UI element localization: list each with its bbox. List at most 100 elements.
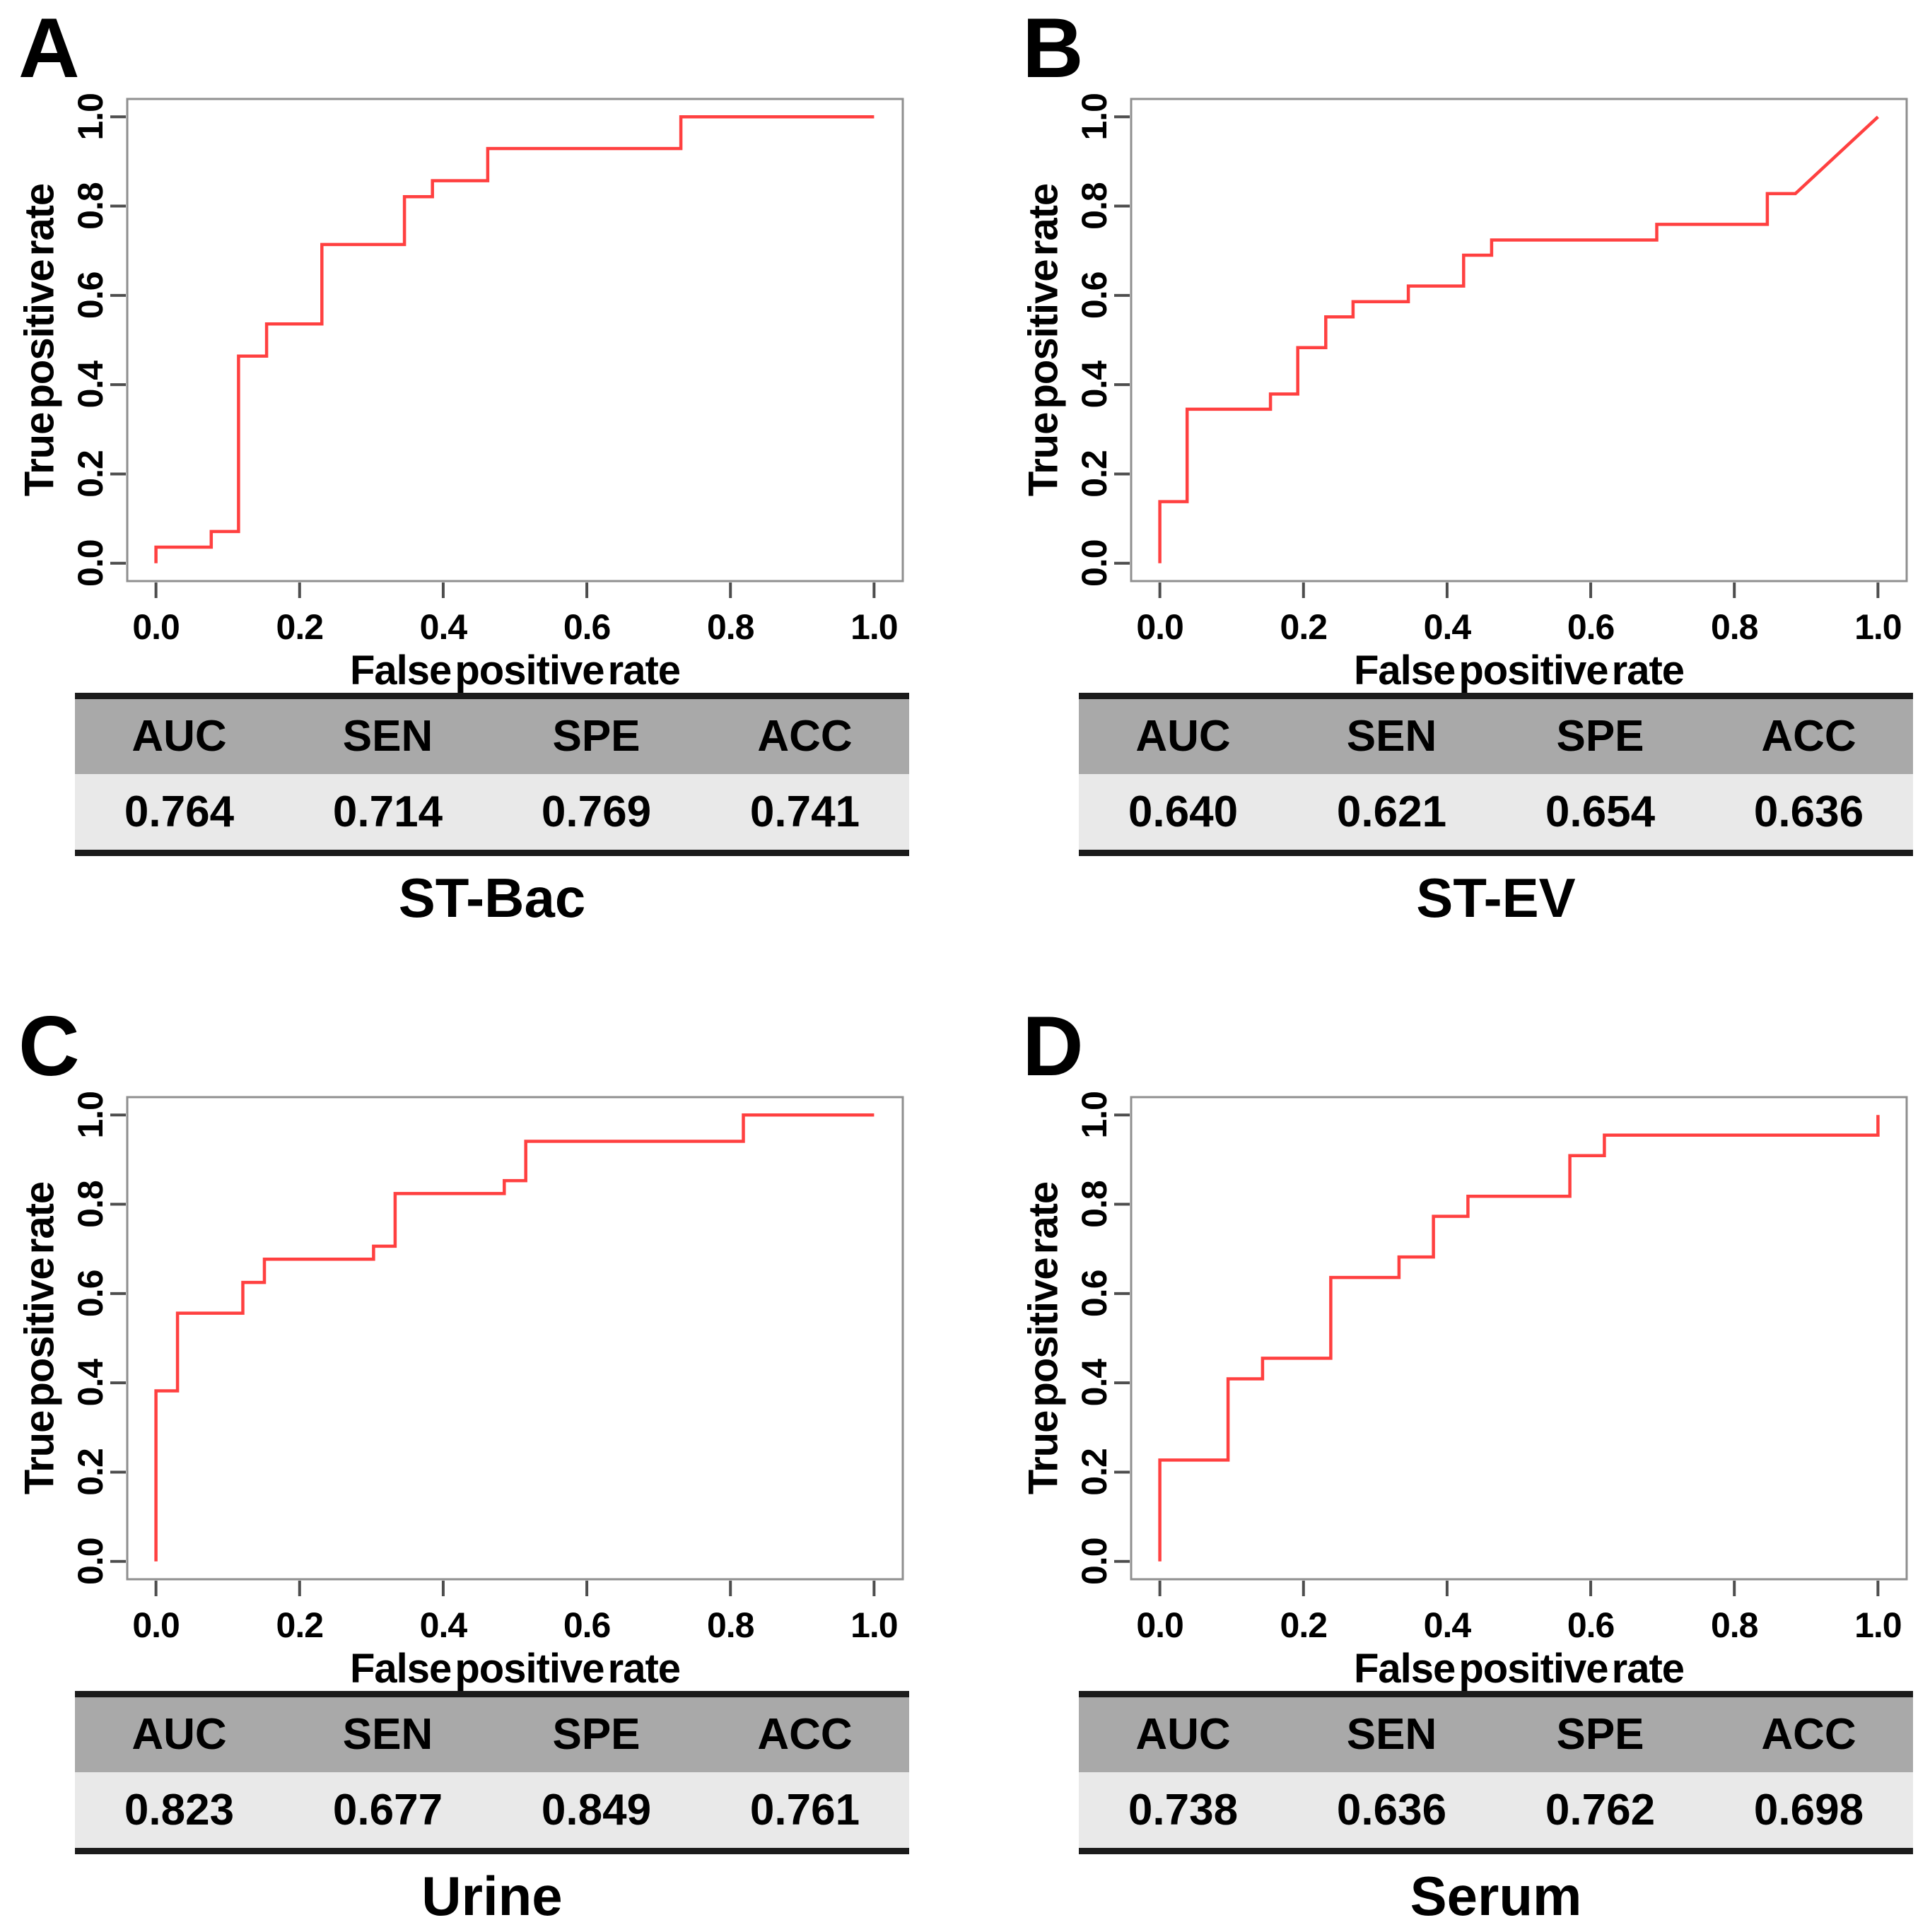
y-tick-label: 0.2 (71, 450, 110, 498)
y-tick-label: 0.0 (71, 1538, 110, 1585)
roc-plot-serum: 0.0 0.2 0.4 0.6 0.8 1.0 0.0 0.2 0.4 0.6 0.8 1.0 Fals… (1021, 1091, 1908, 1692)
x-tick-label: 0.2 (276, 1605, 324, 1645)
x-tick-label: 0.0 (1136, 1605, 1183, 1645)
x-tick-label: 0.4 (420, 607, 468, 647)
x-tick-label: 0.0 (132, 607, 180, 647)
metric-value-spe: 0.769 (541, 787, 652, 836)
panel-a-label: A (18, 1, 80, 95)
panel-d: D 0.0 0.2 0.4 0.6 0.8 1.0 0.0 0.2 0.4 0.6 0.8 1.0 Fa… (965, 966, 1930, 1932)
y-tick-label: 0.0 (1075, 1538, 1114, 1585)
x-tick-label: 1.0 (1854, 607, 1902, 647)
x-axis-title: False positive rate (350, 648, 680, 693)
panel-d-title: Serum (1410, 1865, 1582, 1927)
x-axis-title: False positive rate (1354, 1646, 1684, 1692)
metric-header-spe: SPE (1556, 712, 1644, 761)
x-axis-title: False positive rate (350, 1646, 680, 1692)
y-tick-label: 0.6 (71, 1270, 110, 1318)
metrics-value-row: 0.764 0.714 0.769 0.741 (75, 773, 909, 853)
x-tick-label: 0.6 (563, 607, 611, 647)
y-axis-title: True positive rate (1021, 1182, 1067, 1494)
y-tick-label: 0.8 (1075, 1181, 1114, 1228)
metric-value-auc: 0.738 (1128, 1785, 1239, 1834)
y-tick-label: 0.8 (71, 182, 110, 230)
y-tick-label: 0.2 (1075, 1448, 1114, 1496)
y-tick-label: 0.4 (1075, 1359, 1114, 1407)
roc-curve (154, 115, 875, 563)
metric-value-sen: 0.677 (332, 1785, 443, 1834)
y-tick-label: 0.8 (71, 1181, 110, 1228)
metric-header-acc: ACC (757, 712, 853, 761)
metric-header-auc: AUC (1135, 1710, 1231, 1760)
roc-curve (154, 1113, 875, 1562)
metrics-value-row: 0.738 0.636 0.762 0.698 (1079, 1772, 1913, 1851)
metric-header-acc: ACC (757, 1710, 853, 1760)
roc-curve (1158, 115, 1879, 563)
x-tick-label: 0.8 (1711, 1605, 1758, 1645)
metric-value-auc: 0.823 (124, 1785, 235, 1834)
y-tick-label: 1.0 (71, 93, 110, 141)
roc-plot-st-bac: 0.0 0.2 0.4 0.6 0.8 1.0 0.0 0.2 0.4 0.6 0.8 1.0 Fals… (17, 93, 904, 693)
panel-a: A 0.0 0.2 0.4 0.6 0.8 1.0 0.0 0.2 0.4 0.6 0.8 1.0 Fa… (0, 0, 965, 966)
metric-value-auc: 0.764 (124, 787, 235, 836)
panel-c-label: C (18, 999, 80, 1094)
metric-value-acc: 0.761 (749, 1785, 860, 1834)
y-tick-label: 0.4 (1075, 361, 1114, 409)
metrics-value-row: 0.640 0.621 0.654 0.636 (1079, 773, 1913, 853)
metrics-header-row: AUC SEN SPE ACC (1079, 1694, 1913, 1772)
metric-header-sen: SEN (1346, 1710, 1437, 1760)
x-tick-label: 0.8 (1711, 607, 1758, 647)
metric-header-sen: SEN (1346, 712, 1437, 761)
metric-value-spe: 0.654 (1545, 787, 1656, 836)
metrics-table-serum: AUC SEN SPE ACC 0.738 0.636 0.762 0.698 (1079, 1691, 1913, 1854)
metrics-table-urine: AUC SEN SPE ACC 0.823 0.677 0.849 0.761 (75, 1691, 909, 1854)
metric-value-spe: 0.762 (1545, 1785, 1656, 1834)
metric-value-sen: 0.714 (332, 787, 443, 836)
metric-value-sen: 0.621 (1336, 787, 1447, 836)
y-tick-label: 0.0 (71, 539, 110, 587)
metric-header-auc: AUC (1135, 712, 1231, 761)
metric-value-acc: 0.741 (749, 787, 860, 836)
metric-value-auc: 0.640 (1128, 787, 1239, 836)
x-tick-label: 1.0 (850, 1605, 898, 1645)
panel-a-title: ST-Bac (398, 867, 586, 929)
y-tick-label: 1.0 (71, 1091, 110, 1139)
y-tick-label: 0.2 (71, 1448, 110, 1496)
y-tick-label: 0.6 (1075, 1270, 1114, 1318)
x-tick-label: 0.0 (132, 1605, 180, 1645)
y-tick-label: 0.6 (1075, 272, 1114, 320)
metric-header-spe: SPE (1556, 1710, 1644, 1760)
x-tick-label: 0.4 (420, 1605, 468, 1645)
panel-d-label: D (1022, 999, 1084, 1094)
y-axis-title: True positive rate (17, 184, 63, 496)
x-tick-label: 0.2 (276, 607, 324, 647)
x-tick-label: 0.2 (1280, 1605, 1328, 1645)
x-tick-label: 0.8 (707, 1605, 754, 1645)
y-tick-label: 0.0 (1075, 539, 1114, 587)
metrics-header-row: AUC SEN SPE ACC (75, 696, 909, 774)
x-tick-label: 0.4 (1424, 607, 1472, 647)
y-tick-label: 0.2 (1075, 450, 1114, 498)
panel-b: B 0.0 0.2 0.4 0.6 0.8 1.0 0.0 0.2 0.4 0.6 0.8 1.0 Fa… (965, 0, 1930, 966)
metric-header-spe: SPE (552, 1710, 641, 1760)
metric-header-sen: SEN (342, 1710, 433, 1760)
metric-header-spe: SPE (552, 712, 641, 761)
metric-value-sen: 0.636 (1336, 1785, 1447, 1834)
y-axis-title: True positive rate (17, 1182, 63, 1494)
x-tick-label: 0.4 (1424, 1605, 1472, 1645)
metric-header-sen: SEN (342, 712, 433, 761)
y-axis-title: True positive rate (1021, 184, 1067, 496)
x-tick-label: 1.0 (1854, 1605, 1902, 1645)
x-tick-label: 1.0 (850, 607, 898, 647)
metric-value-acc: 0.698 (1753, 1785, 1864, 1834)
metrics-value-row: 0.823 0.677 0.849 0.761 (75, 1772, 909, 1851)
roc-plot-st-ev: 0.0 0.2 0.4 0.6 0.8 1.0 0.0 0.2 0.4 0.6 0.8 1.0 Fals… (1021, 93, 1908, 693)
metrics-header-row: AUC SEN SPE ACC (1079, 696, 1913, 774)
plot-box (1130, 98, 1908, 582)
x-tick-label: 0.6 (1567, 1605, 1615, 1645)
y-tick-label: 1.0 (1075, 93, 1114, 141)
x-tick-label: 0.6 (1567, 607, 1615, 647)
roc-plot-urine: 0.0 0.2 0.4 0.6 0.8 1.0 0.0 0.2 0.4 0.6 0.8 1.0 Fals… (17, 1091, 904, 1692)
panel-c-title: Urine (421, 1865, 563, 1927)
x-tick-label: 0.0 (1136, 607, 1183, 647)
